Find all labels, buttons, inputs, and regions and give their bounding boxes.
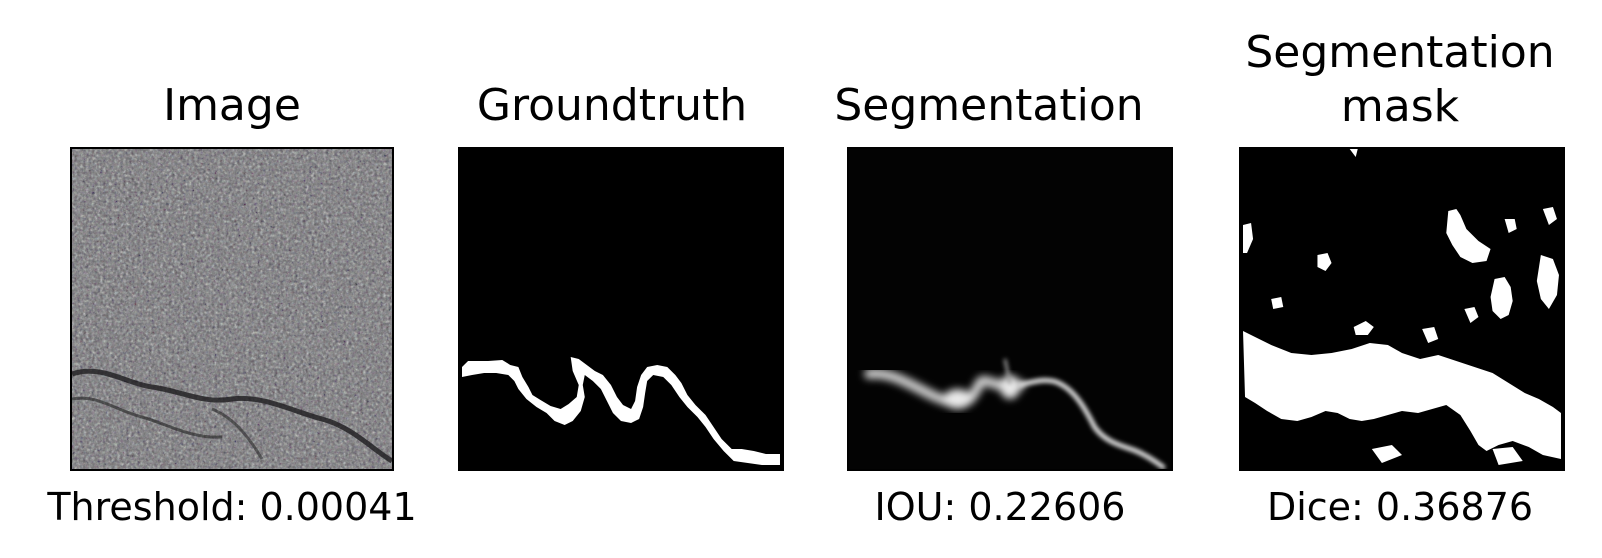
panel-image [70, 147, 394, 471]
iou-caption: IOU: 0.22606 [874, 485, 1126, 529]
panel-title-segmentation-mask: Segmentation mask [1245, 27, 1555, 132]
segmentation-heatmap [849, 149, 1171, 469]
panel-groundtruth [458, 147, 784, 471]
panel-title-groundtruth: Groundtruth [476, 80, 748, 131]
asphalt-photo [72, 149, 392, 469]
panel-segmentation-mask [1239, 147, 1565, 471]
panel-title-segmentation: Segmentation [834, 80, 1144, 131]
groundtruth-mask [460, 149, 782, 469]
dice-caption: Dice: 0.36876 [1266, 485, 1534, 529]
panel-segmentation [847, 147, 1173, 471]
threshold-caption: Threshold: 0.00041 [47, 485, 417, 529]
panel-title-image: Image [163, 80, 301, 131]
segmentation-binary-mask [1241, 149, 1563, 469]
